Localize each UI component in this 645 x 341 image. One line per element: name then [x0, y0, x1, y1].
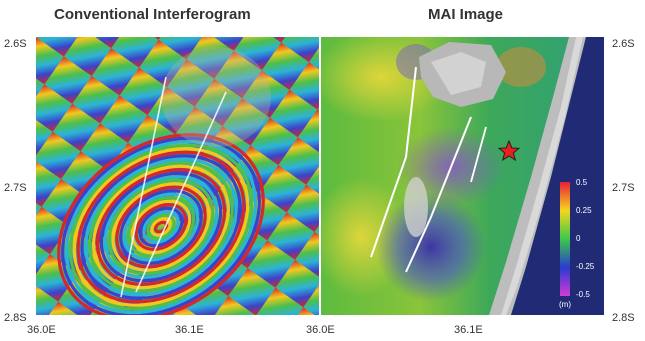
fringe-ring: [72, 147, 250, 307]
lat-label-right-top: 2.6S: [612, 38, 635, 50]
fringe-ring: [76, 150, 246, 304]
fringe-ring: [107, 178, 215, 276]
fringe-ring: [138, 206, 184, 248]
fringe-ring: [88, 161, 234, 293]
legend-unit: (m): [559, 300, 571, 309]
fringe-ring: [142, 210, 180, 244]
fringe-ring: [92, 164, 230, 290]
red-star-icon: [498, 140, 520, 162]
fringe-ring: [122, 192, 200, 262]
fringe-ring: [99, 171, 223, 283]
fringe-ring: [130, 199, 192, 255]
legend-label-4: -0.5: [576, 290, 590, 299]
lon-label-left-2: 36.1E: [175, 324, 204, 336]
fringe-ring: [68, 143, 254, 311]
lat-label-left-mid: 2.7S: [4, 182, 27, 194]
lon-label-left-1: 36.0E: [27, 324, 56, 336]
fringe-ring: [57, 133, 265, 315]
fringe-ring: [103, 175, 219, 279]
lat-label-right-mid: 2.7S: [612, 182, 635, 194]
fringe-ring: [146, 213, 176, 241]
fringe-ring: [64, 140, 258, 314]
mai-image: [321, 37, 604, 315]
legend-label-0: 0.5: [576, 178, 588, 187]
fringe-ring: [134, 203, 188, 251]
fringe-ring: [126, 196, 196, 258]
lat-label-right-bottom: 2.8S: [612, 312, 635, 324]
colorbar-legend: 0.5 0.25 0 -0.25 -0.5: [560, 178, 594, 299]
fringe-ring: [84, 157, 238, 297]
fringe-ring: [150, 217, 172, 237]
legend-label-1: 0.25: [576, 206, 592, 215]
fringe-ring: [61, 136, 261, 315]
legend-label-2: 0: [576, 234, 581, 243]
legend-label-3: -0.25: [576, 262, 595, 271]
fringe-ring: [80, 154, 242, 300]
right-panel-title: MAI Image: [428, 6, 504, 23]
lon-label-right-2: 36.1E: [454, 324, 483, 336]
lon-label-right-1: 36.0E: [306, 324, 335, 336]
left-panel-title: Conventional Interferogram: [54, 6, 251, 23]
fringe-ring: [119, 189, 203, 265]
colorbar-gradient: [560, 182, 570, 296]
lat-label-left-top: 2.6S: [4, 38, 27, 50]
lat-label-left-bottom: 2.8S: [4, 312, 27, 324]
interferogram-image: [36, 37, 319, 315]
fringe-ring: [95, 168, 227, 286]
fringe-ring: [111, 182, 211, 272]
